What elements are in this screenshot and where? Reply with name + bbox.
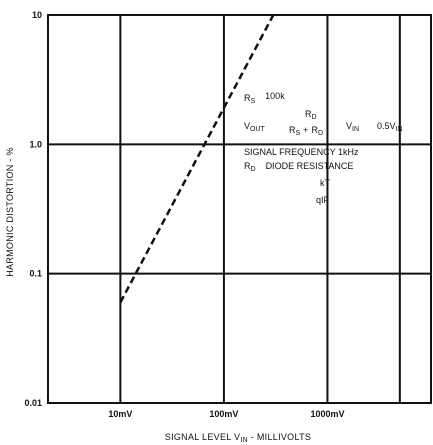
vout-label: VOUT: [244, 121, 266, 133]
x-axis-label-suffix: - MILLIVOLTS: [248, 432, 311, 442]
x-tick-label: 10mV: [108, 409, 132, 419]
y-tick-label: 0.01: [24, 398, 42, 408]
y-tick-label: 0.1: [29, 269, 42, 279]
x-tick-labels: 10mV 100mV 1000mV: [108, 409, 344, 419]
y-axis-label: HARMONIC DISTORTION - %: [5, 147, 15, 277]
y-tick-label: 10: [32, 10, 42, 20]
rs-line: RS100k: [244, 91, 285, 105]
fraction-denominator: RS + RD: [289, 125, 323, 137]
x-axis-label: SIGNAL LEVEL VIN - MILLIVOLTS: [165, 432, 311, 444]
data-series: [119, 14, 275, 303]
x-axis-label-sub: IN: [240, 437, 248, 444]
qif-denominator: qIF: [316, 195, 330, 205]
y-tick-labels: 10 1.0 0.1 0.01: [24, 10, 42, 408]
signal-frequency: SIGNAL FREQUENCY 1kHz: [244, 147, 359, 157]
y-tick-label: 1.0: [29, 139, 42, 149]
fraction-numerator: RD: [305, 109, 317, 121]
x-tick-label: 100mV: [209, 409, 238, 419]
vin-label: VIN: [346, 121, 359, 133]
kt-numerator: kT: [320, 178, 331, 188]
formula-annotation: RS100k VOUT RD RS + RD VIN 0.5VIN SIGNAL F…: [244, 91, 403, 205]
x-tick-label: 1000mV: [310, 409, 344, 419]
grid-lines: [48, 15, 431, 403]
rd-line: RD DIODE RESISTANCE: [244, 161, 353, 173]
series-line: [119, 14, 275, 303]
plot-frame: [47, 14, 432, 404]
vin-value: 0.5VIN: [377, 121, 403, 133]
x-axis-label-main: SIGNAL LEVEL V: [165, 432, 241, 442]
